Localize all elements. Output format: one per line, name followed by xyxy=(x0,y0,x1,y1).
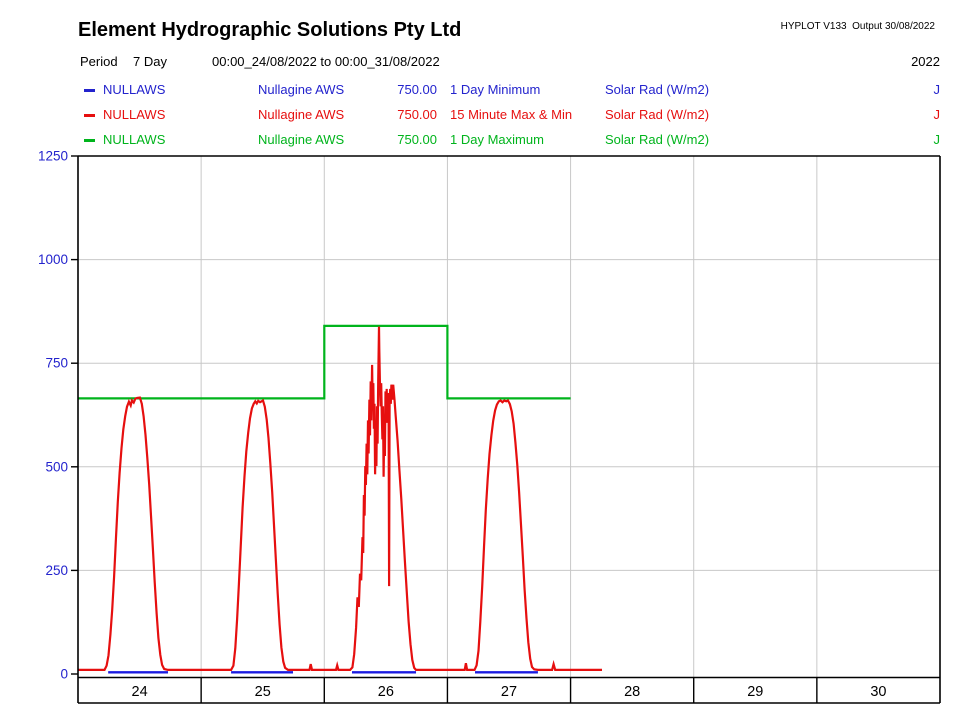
legend-quality-flag: J xyxy=(933,132,941,147)
legend-dash-icon xyxy=(84,139,95,142)
legend-station-name: Nullagine AWS xyxy=(258,82,345,97)
x-axis-day-label: 28 xyxy=(624,684,640,700)
legend-stat-label: 1 Day Maximum xyxy=(450,132,544,147)
legend-stat-label: 1 Day Minimum xyxy=(450,82,541,97)
y-axis-label: 250 xyxy=(45,563,68,578)
y-axis-label: 750 xyxy=(45,356,68,371)
series-1-day-maximum xyxy=(78,324,571,400)
series-15-minute-max-min xyxy=(78,326,602,672)
x-axis-day-label: 24 xyxy=(132,684,148,700)
legend-station-name: Nullagine AWS xyxy=(258,132,345,147)
legend-station-name: Nullagine AWS xyxy=(258,107,345,122)
legend-station-id: NULLAWS xyxy=(103,82,166,97)
legend-quality-flag: J xyxy=(933,107,941,122)
legend-value: 750.00 xyxy=(397,82,437,97)
hyplot-version-stamp: HYPLOT V133 Output 30/08/2022 xyxy=(780,21,935,32)
legend-quality-flag: J xyxy=(933,82,941,97)
legend-row-max: NULLAWS Nullagine AWS 750.00 1 Day Maxim… xyxy=(0,132,968,149)
legend-value: 750.00 xyxy=(397,132,437,147)
y-axis-label: 0 xyxy=(60,667,68,682)
x-axis-day-label: 26 xyxy=(378,684,394,700)
x-axis-day-label: 25 xyxy=(255,684,271,700)
legend-station-id: NULLAWS xyxy=(103,132,166,147)
period-range: 00:00_24/08/2022 to 00:00_31/08/2022 xyxy=(212,54,440,69)
page-title: Element Hydrographic Solutions Pty Ltd xyxy=(78,19,462,41)
legend-value: 750.00 xyxy=(397,107,437,122)
legend-station-id: NULLAWS xyxy=(103,107,166,122)
x-axis-day-label: 30 xyxy=(870,684,886,700)
period-value: 7 Day xyxy=(133,54,167,69)
legend-parameter: Solar Rad (W/m2) xyxy=(605,82,710,97)
y-axis-label: 1000 xyxy=(38,252,68,267)
legend-parameter: Solar Rad (W/m2) xyxy=(605,132,710,147)
legend-parameter: Solar Rad (W/m2) xyxy=(605,107,710,122)
y-axis-label: 1250 xyxy=(38,149,68,164)
legend-dash-icon xyxy=(84,89,95,92)
legend-row-15min: NULLAWS Nullagine AWS 750.00 15 Minute M… xyxy=(0,107,968,124)
legend-dash-icon xyxy=(84,114,95,117)
x-axis-day-label: 29 xyxy=(747,684,763,700)
period-label: Period xyxy=(80,54,118,69)
y-axis-label: 500 xyxy=(45,459,68,474)
legend-stat-label: 15 Minute Max & Min xyxy=(450,107,573,122)
x-axis-day-label: 27 xyxy=(501,684,517,700)
legend-row-min: NULLAWS Nullagine AWS 750.00 1 Day Minim… xyxy=(0,82,968,99)
period-year: 2022 xyxy=(911,54,940,69)
